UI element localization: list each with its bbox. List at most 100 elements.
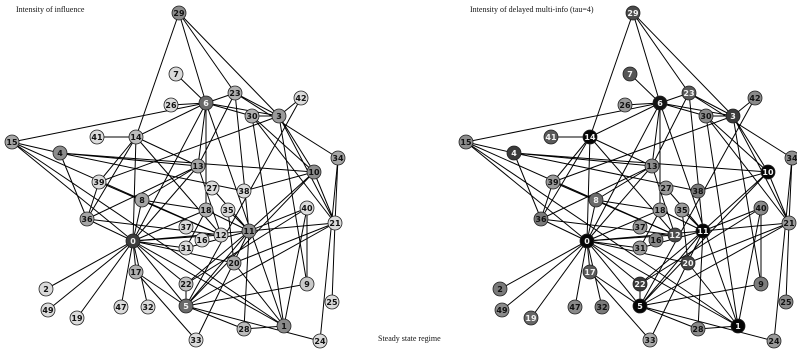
left-edge-10-5 [185,171,315,307]
left-node-label-16: 16 [196,236,208,245]
left-edge-0-2 [45,240,134,290]
left-node-21: 21 [327,215,343,231]
right-edge-29-23 [632,12,690,94]
right-edge-23-11 [688,92,704,232]
right-node-circle-13 [644,158,660,174]
right-edge-3-10 [732,115,769,173]
right-node-49: 49 [494,302,510,318]
left-edge-20-1 [233,262,285,327]
right-node-5: 5 [632,298,648,314]
left-edge-29-3 [178,12,280,117]
left-edge-30-1 [251,115,285,327]
left-node-circle-14 [128,129,144,145]
left-node-42: 42 [293,90,309,106]
right-edge-14-39 [552,136,591,183]
left-edge-11-33 [195,230,250,341]
left-network-panel: 0123456789101112131415161718192021222324… [4,5,346,349]
left-node-label-25: 25 [326,298,338,307]
right-node-14: 14 [582,129,598,145]
right-node-label-6: 6 [657,99,663,108]
left-node-circle-19 [69,310,85,326]
right-edge-3-39 [552,115,734,183]
right-node-label-33: 33 [644,336,655,345]
left-edge-0-5 [132,240,187,307]
right-node-label-15: 15 [460,138,472,147]
right-node-circle-28 [690,321,706,337]
right-edge-6-3 [659,102,734,117]
left-node-38: 38 [236,183,252,199]
right-edge-0-31 [586,240,641,249]
right-edge-11-0 [586,230,704,242]
left-edge-21-11 [248,222,336,232]
left-node-label-29: 29 [173,9,185,18]
right-node-circle-12 [667,227,683,243]
left-node-circle-7 [168,66,184,82]
right-node-label-22: 22 [634,280,645,289]
right-edge-40-1 [737,207,762,327]
right-node-circle-8 [588,192,604,208]
left-node-label-6: 6 [203,99,209,108]
left-node-label-8: 8 [139,196,145,205]
left-node-6: 6 [198,95,214,111]
right-edge-6-0 [586,102,661,242]
right-edge-21-5 [639,222,790,307]
right-node-circle-36 [533,211,549,227]
left-edge-0-19 [76,240,134,319]
left-edge-10-21 [313,171,336,224]
right-edge-11-33 [649,230,704,341]
left-edge-17-33 [135,271,197,341]
right-node-circle-33 [642,332,658,348]
right-network-panel: 0123456789101112131415161718192021222324… [458,5,797,349]
left-edge-23-11 [234,92,250,232]
left-node-label-11: 11 [243,227,255,236]
right-node-circle-16 [648,232,664,248]
right-node-38: 38 [690,183,706,199]
right-node-label-34: 34 [786,154,797,163]
right-panel-title: Intensity of delayed multi-info (tau=4) [470,5,594,14]
left-node-label-36: 36 [81,215,93,224]
right-edge-36-12 [540,218,676,236]
right-node-label-7: 7 [627,70,633,79]
right-edge-17-5 [589,271,641,307]
left-node-23: 23 [227,85,243,101]
left-edge-10-11 [248,171,315,232]
right-node-circle-5 [632,298,648,314]
left-edge-6-3 [205,102,280,117]
left-node-28: 28 [236,321,252,337]
left-node-5: 5 [178,298,194,314]
right-node-circle-37 [632,219,648,235]
right-node-circle-6 [652,95,668,111]
left-edge-14-39 [98,136,137,183]
left-edge-12-39 [98,181,222,236]
left-node-circle-2 [38,281,54,297]
right-node-label-17: 17 [584,268,595,277]
right-node-circle-3 [725,108,741,124]
right-edge-11-40 [702,207,762,232]
right-node-label-29: 29 [627,9,639,18]
left-node-label-3: 3 [276,112,282,121]
right-node-circle-18 [652,202,668,218]
right-node-label-18: 18 [654,206,666,215]
right-node-19: 19 [523,310,539,326]
right-node-circle-2 [492,281,508,297]
left-node-label-2: 2 [43,285,49,294]
left-edge-3-21 [278,115,336,224]
left-node-11: 11 [241,223,257,239]
right-node-23: 23 [681,85,697,101]
right-node-label-30: 30 [700,112,712,121]
right-edge-6-13 [651,102,661,167]
right-node-circle-21 [781,215,797,231]
right-node-3: 3 [725,108,741,124]
left-edge-23-3 [234,92,280,117]
right-node-circle-34 [784,150,797,166]
left-node-label-0: 0 [130,237,136,246]
left-node-14: 14 [128,129,144,145]
right-edge-34-24 [773,157,793,342]
left-node-25: 25 [324,294,340,310]
left-edge-15-0 [11,141,134,242]
right-node-0: 0 [579,233,595,249]
right-node-4: 4 [506,145,522,161]
left-node-circle-47 [113,299,129,315]
left-node-9: 9 [299,276,315,292]
left-edge-18-11 [205,209,250,232]
